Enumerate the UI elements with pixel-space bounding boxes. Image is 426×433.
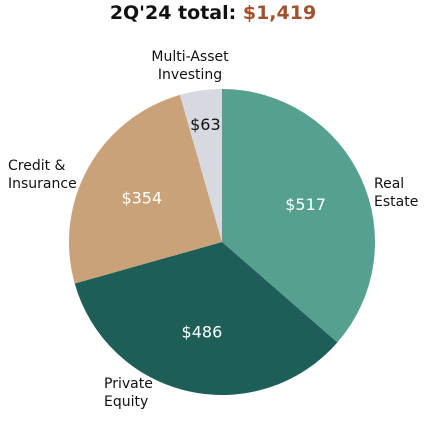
- chart-title-prefix: 2Q'24 total:: [109, 2, 237, 24]
- pie-slice-multi-asset-investing: [179, 89, 222, 242]
- category-label-credit-insurance: Credit & Insurance: [8, 158, 77, 192]
- category-label-multi-asset-investing: Multi-Asset Investing: [151, 49, 229, 83]
- chart-title: 2Q'24 total: $1,419: [0, 2, 426, 24]
- data-label-real-estate: $517: [285, 195, 326, 214]
- data-label-private-equity: $486: [182, 323, 223, 342]
- data-label-multi-asset-investing: $63: [190, 115, 221, 134]
- pie-slice-real-estate: [222, 89, 376, 343]
- data-label-credit-insurance: $354: [121, 188, 162, 207]
- pie-slice-credit-insurance: [68, 94, 222, 284]
- category-label-private-equity: Private Equity: [104, 376, 153, 410]
- chart-title-total: $1,419: [242, 2, 317, 24]
- pie-slice-private-equity: [74, 242, 338, 396]
- category-label-real-estate: Real Estate: [374, 176, 418, 210]
